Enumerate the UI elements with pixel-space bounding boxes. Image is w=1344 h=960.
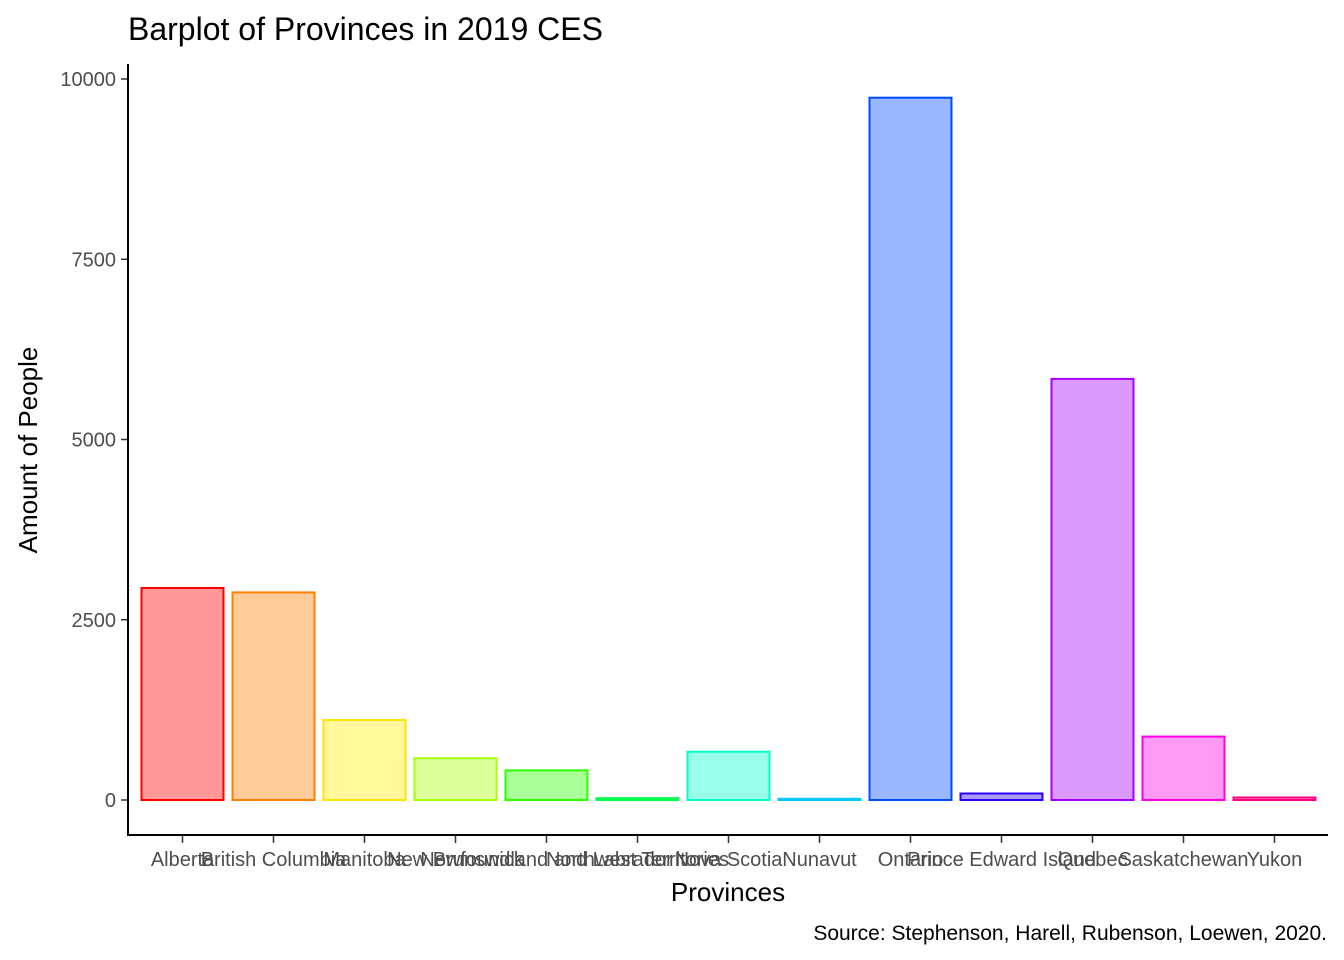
chart-caption: Source: Stephenson, Harell, Rubenson, Lo… — [813, 922, 1327, 945]
bar — [231, 591, 316, 802]
bar — [1141, 735, 1226, 801]
chart-title: Barplot of Provinces in 2019 CES — [128, 11, 603, 47]
y-tick-label: 0 — [105, 790, 116, 812]
x-tick-label: New Brunswick — [387, 849, 525, 871]
y-tick-label: 10000 — [60, 69, 116, 91]
bar — [1232, 796, 1317, 801]
x-axis-title: Provinces — [671, 877, 785, 907]
bar — [777, 797, 862, 801]
x-tick-label: Saskatchewan — [1118, 849, 1248, 871]
x-tick-label: Nova Scotia — [675, 849, 784, 871]
bar — [595, 797, 680, 802]
x-tick-label: Alberta — [151, 849, 215, 871]
bar — [322, 719, 407, 801]
bar — [686, 750, 771, 802]
bar — [504, 769, 589, 802]
y-tick-label: 7500 — [72, 249, 117, 271]
x-tick-label: Ontario — [878, 849, 944, 871]
bar — [413, 757, 498, 802]
y-tick-label: 2500 — [72, 610, 117, 632]
x-tick-label: Yukon — [1247, 849, 1303, 871]
x-tick-label: Prince Edward Island — [907, 849, 1096, 871]
bar — [959, 792, 1044, 801]
bar — [1050, 377, 1135, 801]
x-tick-label: Newfoundland and Labrador — [420, 849, 673, 871]
bars — [140, 96, 1317, 802]
y-axis: 0 2500 5000 7500 10000 — [60, 69, 128, 812]
y-axis-title: Amount of People — [13, 347, 43, 554]
bar — [140, 587, 225, 801]
x-tick-label: Northwest Territories — [546, 849, 729, 871]
x-tick-label: Quebec — [1057, 849, 1127, 871]
bar — [868, 96, 953, 801]
x-tick-label: Nunavut — [782, 849, 857, 871]
y-tick-label: 5000 — [72, 430, 117, 452]
x-tick-label: Manitoba — [323, 849, 406, 871]
x-tick-label: British Columbia — [201, 849, 347, 871]
